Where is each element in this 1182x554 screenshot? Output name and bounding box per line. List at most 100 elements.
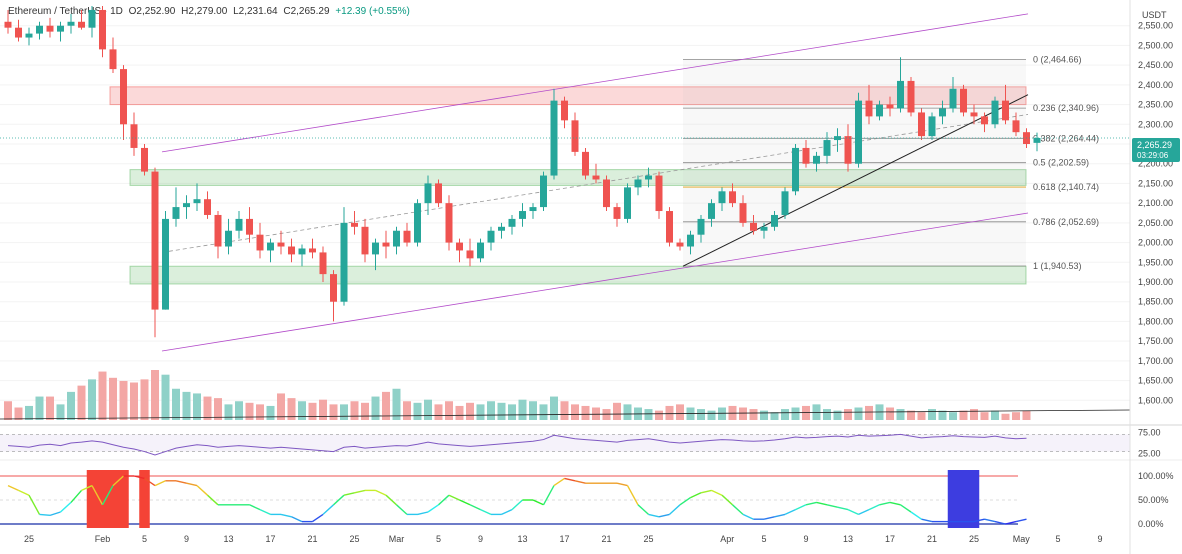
volume-bar xyxy=(560,401,569,420)
fib-retracement: 0 (2,464.66) 0.236 (2,340.96) 0.382 (2,264… xyxy=(683,54,1099,271)
stoch-line-segment xyxy=(70,489,83,503)
stoch-tick-label: 50.00% xyxy=(1138,495,1169,505)
candle-body xyxy=(592,175,600,180)
stoch-line-segment xyxy=(501,508,513,516)
stoch-line-segment xyxy=(91,485,104,506)
time-tick-label: 9 xyxy=(1097,534,1102,544)
volume-bar xyxy=(508,404,516,420)
candle-body xyxy=(351,222,358,227)
stoch-line-segment xyxy=(648,513,660,518)
time-tick-label: 17 xyxy=(885,534,895,544)
chart-header: Ethereum / TetherUS · 1D O2,252.90 H2,27… xyxy=(8,6,413,17)
rsi-tick-label: 25.00 xyxy=(1138,449,1161,459)
price-tick-label: 1,600.00 xyxy=(1138,395,1173,405)
stoch-line-segment xyxy=(626,485,639,506)
stoch-line-segment xyxy=(868,504,880,511)
price-tick-label: 1,900.00 xyxy=(1138,277,1173,287)
volume-bar xyxy=(833,410,842,420)
stoch-line-segment xyxy=(81,484,93,492)
stoch-line-segment xyxy=(658,513,670,518)
candle-body xyxy=(361,226,369,255)
candle-body xyxy=(561,100,568,121)
volume-bar xyxy=(98,371,107,420)
candle-body xyxy=(487,230,495,243)
volume-bar xyxy=(823,409,831,420)
volume-bar xyxy=(308,402,317,420)
low-value: L2,231.64 xyxy=(233,6,278,17)
volume-bar xyxy=(329,404,338,420)
candle-body xyxy=(46,25,54,32)
volume-bar xyxy=(130,382,138,420)
candle-body xyxy=(802,147,810,164)
volume-bar xyxy=(928,409,936,420)
candle-body xyxy=(697,218,705,235)
stoch-line-segment xyxy=(690,492,702,499)
candle-body xyxy=(372,242,379,255)
volume-bar xyxy=(109,377,117,420)
volume-bar xyxy=(970,409,978,420)
fib-level-label: 0.618 (2,140.74) xyxy=(1033,182,1099,192)
fib-level-label: 0.236 (2,340.96) xyxy=(1033,103,1099,113)
stoch-line-segment xyxy=(385,494,397,506)
stoch-line-segment xyxy=(322,504,334,515)
stoch-line-segment xyxy=(196,485,208,496)
candle-body xyxy=(519,211,526,219)
candle-body xyxy=(57,25,64,32)
volume-bar xyxy=(707,410,716,420)
volume-bar xyxy=(382,391,390,420)
candle-body xyxy=(550,100,558,176)
stoch-line-segment xyxy=(280,513,292,518)
volume-bar xyxy=(340,404,348,420)
stoch-line-segment xyxy=(858,508,870,516)
volume-bar xyxy=(245,402,254,420)
volume-bar xyxy=(613,402,621,420)
volume-bar xyxy=(949,412,957,420)
stoch-line-segment xyxy=(763,516,775,520)
volume-bar xyxy=(1022,410,1031,420)
volume-bar xyxy=(466,402,474,420)
stoch-line-segment xyxy=(574,480,586,484)
stoch-line-segment xyxy=(889,501,901,506)
candle-body xyxy=(172,207,180,219)
candle-body xyxy=(949,88,957,109)
stoch-line-segment xyxy=(480,508,492,516)
candle-body xyxy=(288,246,295,255)
volume-bar xyxy=(203,396,212,420)
volume-bar xyxy=(592,407,600,420)
volume-bar xyxy=(392,388,401,420)
volume-bar xyxy=(896,409,905,420)
volume-bar xyxy=(665,405,674,420)
price-tick-label: 1,750.00 xyxy=(1138,336,1173,346)
stoch-line-segment xyxy=(375,489,387,496)
stoch-line-segment xyxy=(101,485,114,506)
volume-bar xyxy=(497,402,506,420)
volume-bar xyxy=(487,401,495,420)
volume-bar xyxy=(581,405,590,420)
volume-bar xyxy=(749,409,758,420)
time-tick-label: 5 xyxy=(761,534,766,544)
support-zone xyxy=(129,169,1027,186)
time-tick-label: Apr xyxy=(720,534,734,544)
candle-body xyxy=(939,108,946,117)
candle-body xyxy=(876,104,883,117)
close-value: C2,265.29 xyxy=(283,6,330,17)
high-value: H2,279.00 xyxy=(181,6,228,17)
candle-body xyxy=(708,203,715,219)
change-value: +12.39 (+0.55%) xyxy=(335,6,410,17)
time-tick-label: 25 xyxy=(24,534,34,544)
candle-body xyxy=(267,242,274,251)
volume-bar xyxy=(361,402,369,420)
volume-bar xyxy=(56,404,65,420)
price-tick-label: 1,700.00 xyxy=(1138,356,1173,366)
time-tick-label: 21 xyxy=(601,534,611,544)
candle-body xyxy=(823,140,831,156)
volume-bar xyxy=(151,370,159,420)
stoch-line-segment xyxy=(542,485,555,506)
candle-body xyxy=(571,120,579,152)
candle-body xyxy=(970,112,978,117)
candle-body xyxy=(582,151,589,176)
price-tick-label: 2,400.00 xyxy=(1138,80,1173,90)
volume-bar xyxy=(697,409,705,420)
candle-body xyxy=(435,183,442,204)
